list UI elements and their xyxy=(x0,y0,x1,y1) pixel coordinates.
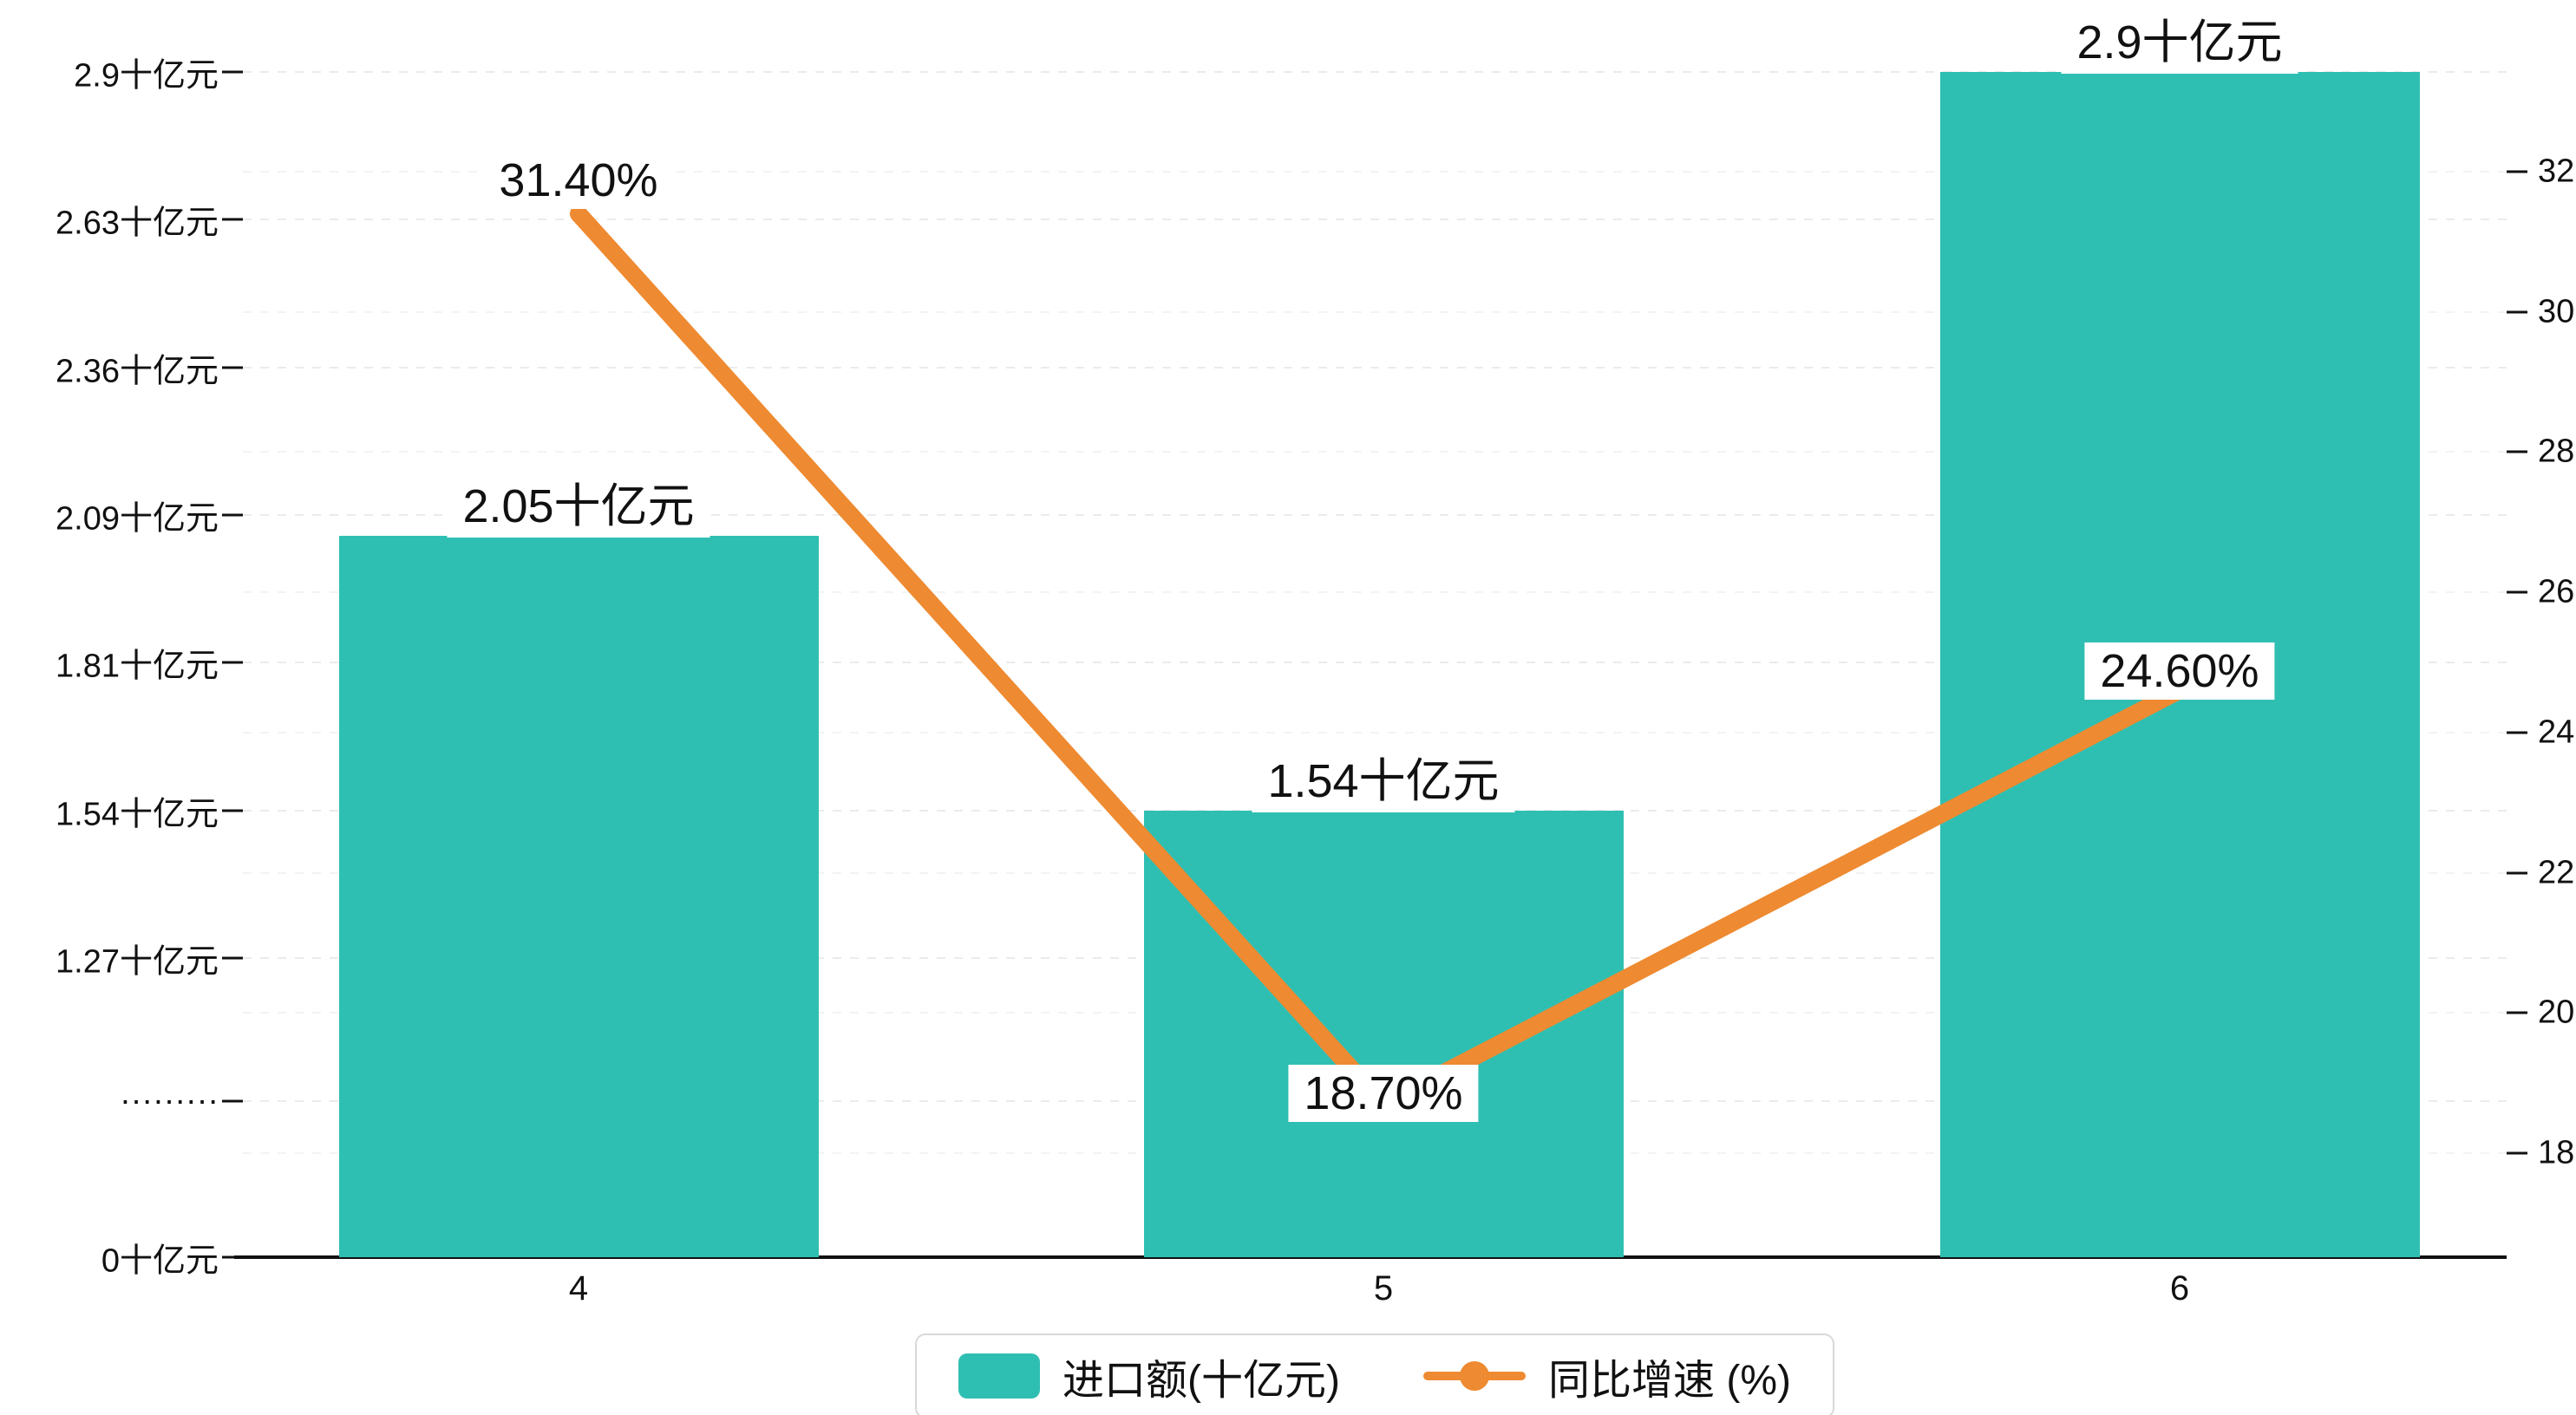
line-value-label: 18.70% xyxy=(1288,1065,1479,1123)
line-series-marker-icon xyxy=(1422,1353,1526,1399)
right-axis-tick-label: 24 xyxy=(2538,714,2575,751)
left-axis-tick-label: 2.63十亿元 xyxy=(56,205,219,242)
line-marker-dot xyxy=(1459,1361,1489,1391)
right-axis-tick-label: 26 xyxy=(2538,573,2575,610)
left-axis-tick-label: 1.81十亿元 xyxy=(56,648,219,685)
left-axis-tick-label: 0十亿元 xyxy=(101,1242,219,1280)
bar-value-label: 2.05十亿元 xyxy=(447,466,710,538)
left-axis-tick-label: 2.09十亿元 xyxy=(56,500,219,538)
x-axis-tick-label: 4 xyxy=(568,1269,589,1307)
legend-item-growth[interactable]: 同比增速 (%) xyxy=(1422,1346,1791,1406)
left-axis-tick-label: 2.9十亿元 xyxy=(74,57,219,95)
legend: 进口额(十亿元) 同比增速 (%) xyxy=(915,1333,1834,1415)
left-axis-tick-label: 1.54十亿元 xyxy=(56,796,219,833)
growth-line-series[interactable] xyxy=(570,205,2188,1113)
line-value-label: 24.60% xyxy=(2084,642,2275,701)
legend-item-imports[interactable]: 进口额(十亿元) xyxy=(958,1346,1340,1406)
left-axis-tick-label: 2.36十亿元 xyxy=(56,353,219,390)
bar-value-label: 1.54十亿元 xyxy=(1252,740,1515,812)
right-axis-tick-label: 28 xyxy=(2538,433,2575,470)
x-axis-tick-label: 6 xyxy=(2169,1269,2190,1307)
x-axis-tick-label: 5 xyxy=(1373,1269,1394,1307)
bar-month-4[interactable] xyxy=(338,536,819,1257)
right-axis-tick-label: 30 xyxy=(2538,293,2575,330)
right-axis-tick-label: 18 xyxy=(2538,1134,2575,1171)
left-axis-tick-label: 1.27十亿元 xyxy=(56,943,219,981)
right-axis-tick-label: 32 xyxy=(2538,153,2575,190)
right-axis-tick-label: 22 xyxy=(2538,854,2575,891)
bar-value-label: 2.9十亿元 xyxy=(2061,2,2298,74)
bar-series-swatch-icon xyxy=(958,1353,1041,1399)
legend-label-growth: 同比增速 (%) xyxy=(1547,1358,1791,1404)
bar-month-5[interactable] xyxy=(1143,811,1624,1257)
legend-label-imports: 进口额(十亿元) xyxy=(1062,1358,1340,1404)
line-value-label: 31.40% xyxy=(483,151,674,209)
right-axis-tick-label: 20 xyxy=(2538,994,2575,1031)
left-axis-tick-label: ········· xyxy=(120,1082,219,1119)
